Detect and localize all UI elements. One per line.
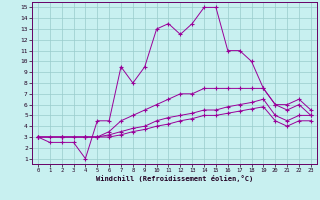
- X-axis label: Windchill (Refroidissement éolien,°C): Windchill (Refroidissement éolien,°C): [96, 175, 253, 182]
